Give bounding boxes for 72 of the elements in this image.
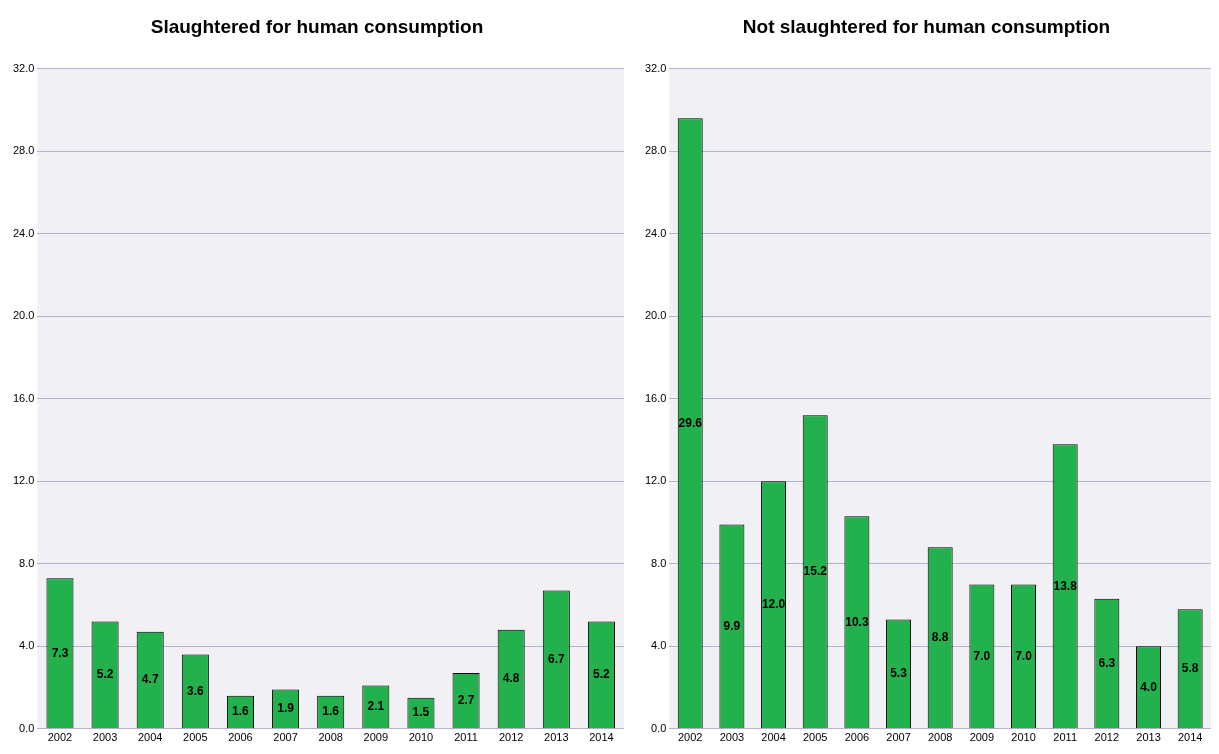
x-tick-label: 2004 [761,731,786,744]
y-tick-label: 16.0 [12,391,35,404]
data-label: 3.6 [186,683,204,698]
x-tick-label: 2007 [273,731,298,744]
chart-title: Slaughtered for human consumption [150,15,484,37]
x-tick-label: 2012 [498,731,524,744]
y-tick-label: 28.0 [12,144,35,157]
data-label: 1.6 [322,704,340,719]
data-label: 9.9 [723,618,741,633]
data-label: 2.7 [457,693,475,708]
data-label: 4.7 [141,672,159,687]
x-tick-label: 2002 [47,731,73,744]
x-tick-label: 2011 [1053,731,1078,744]
x-tick-label: 2012 [1094,731,1120,744]
y-tick-label: 32.0 [12,61,35,74]
data-label: 5.3 [890,666,908,681]
chart-title: Not slaughtered for human consumption [742,15,1111,37]
y-tick-label: 16.0 [644,391,667,404]
x-tick-label: 2010 [408,731,434,744]
y-tick-label: 4.0 [19,639,35,652]
x-tick-label: 2013 [1136,731,1161,744]
data-label: 1.6 [232,704,250,719]
x-tick-label: 2003 [92,731,118,744]
y-tick-label: 8.0 [19,556,35,569]
x-tick-label: 2009 [969,731,995,744]
x-tick-label: 2014 [589,731,614,744]
data-label: 10.3 [845,614,869,629]
x-tick-label: 2006 [844,731,870,744]
y-tick-label: 20.0 [644,309,667,322]
x-tick-label: 2002 [678,731,703,744]
data-label: 1.9 [277,701,295,716]
data-label: 7.0 [973,648,991,663]
data-label: 12.0 [761,597,786,612]
y-tick-label: 12.0 [644,474,667,487]
data-label: 1.5 [412,705,430,720]
y-tick-label: 24.0 [12,226,35,239]
data-label: 6.3 [1098,655,1116,670]
data-label: 5.2 [593,667,611,682]
data-label: 15.2 [803,564,828,579]
x-tick-label: 2011 [454,731,478,744]
x-tick-label: 2014 [1177,731,1203,744]
y-tick-label: 8.0 [651,556,667,569]
y-tick-label: 0.0 [19,721,35,734]
x-tick-label: 2013 [544,731,569,744]
y-tick-label: 32.0 [644,61,667,74]
x-tick-label: 2004 [137,731,163,744]
x-tick-label: 2010 [1011,731,1036,744]
y-tick-label: 24.0 [644,226,667,239]
y-tick-label: 4.0 [651,639,667,652]
y-tick-label: 0.0 [651,721,667,734]
data-label: 5.2 [96,667,114,682]
data-label: 4.0 [1140,679,1158,694]
y-tick-label: 12.0 [12,474,35,487]
x-tick-label: 2005 [183,731,208,744]
data-label: 7.3 [51,645,69,660]
data-label: 13.8 [1053,578,1078,593]
data-label: 4.8 [502,671,520,686]
x-tick-label: 2009 [363,731,389,744]
data-label: 2.1 [367,699,385,714]
data-label: 8.8 [931,630,949,645]
data-label: 6.7 [547,651,565,666]
data-label: 29.6 [678,415,703,430]
x-tick-label: 2003 [719,731,745,744]
x-tick-label: 2008 [318,731,343,744]
y-tick-label: 20.0 [12,309,35,322]
x-tick-label: 2006 [228,731,253,744]
x-tick-label: 2007 [886,731,911,744]
x-tick-label: 2008 [927,731,953,744]
y-tick-label: 28.0 [644,144,667,157]
x-tick-label: 2005 [802,731,828,744]
data-label: 7.0 [1015,648,1033,663]
data-label: 5.8 [1181,661,1199,676]
